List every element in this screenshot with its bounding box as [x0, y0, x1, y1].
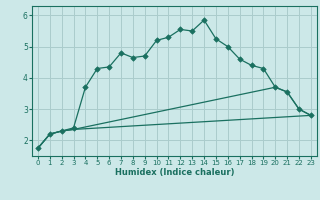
X-axis label: Humidex (Indice chaleur): Humidex (Indice chaleur) — [115, 168, 234, 177]
